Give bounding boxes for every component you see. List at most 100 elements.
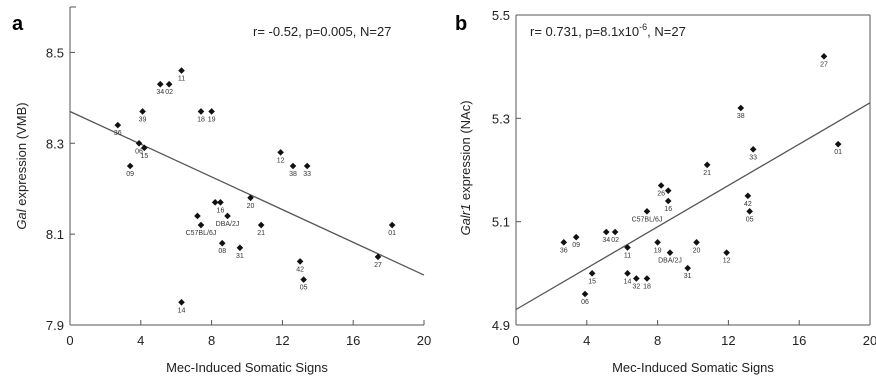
data-point-marker [633,275,640,282]
data-point-marker [178,298,185,306]
data-point-label: 36 [560,247,568,254]
data-point-marker [217,199,224,206]
data-point-marker [744,192,752,200]
data-point-label: 06 [581,299,589,306]
x-tick-label: 0 [66,333,73,348]
x-tick-label: 20 [863,333,876,348]
data-point-marker [657,182,665,189]
data-point-marker [211,199,219,206]
data-point-marker [114,121,122,129]
data-point-label: 14 [624,278,632,285]
data-point-marker [624,270,631,277]
x-tick-label: 20 [417,333,431,348]
panel-b-stats-prefix: r= 0.731, p=8.1x10 [530,24,639,39]
x-tick-label: 8 [208,333,215,348]
data-point-label: 09 [572,242,580,249]
panel-b-stats-suffix: , N=27 [647,24,686,39]
panel-b-scatter-plot: b 0 4 8 12 16 20 4.9 5.1 5.3 5.5 36 09 06 15 34 02 11 1… [455,8,876,375]
data-point-marker [156,80,164,88]
data-point-label: 11 [624,253,631,260]
data-point-marker [289,162,297,170]
data-point-marker [374,253,382,261]
data-point-marker [197,221,205,229]
data-point-label: 36 [114,130,122,137]
data-point-marker [684,264,691,272]
data-point-marker [664,197,672,205]
x-tick-label: 0 [512,333,519,348]
data-point-marker [247,194,254,202]
panel-b-letter: b [455,13,467,35]
data-point-label: 06 [135,148,143,155]
data-point-label: 42 [744,201,752,208]
data-point-marker [746,208,753,215]
data-point-label: 18 [197,116,205,123]
data-point-label: 08 [218,248,226,255]
panel-a-x-ticks: 0 4 8 12 16 20 [66,320,431,348]
data-point-marker [218,239,226,247]
data-point-label: 31 [236,253,244,260]
data-point-label: 27 [820,61,828,68]
data-point-label: 19 [654,247,662,254]
data-point-label: 21 [257,230,265,237]
y-tick-label: 8.3 [46,136,64,151]
panel-a-regression-line [69,110,425,276]
data-point-label: 26 [657,191,665,198]
data-point-label: 34 [156,89,164,96]
data-point-marker [723,249,730,256]
data-point-marker [257,221,265,229]
panel-a-letter: a [12,13,24,35]
data-point-marker [139,108,146,115]
data-point-label: 05 [300,285,308,292]
data-point-marker [737,104,745,112]
data-point-marker [277,149,284,156]
data-point-marker [141,144,148,152]
data-point-marker [126,162,134,170]
data-point-marker [296,258,304,265]
data-point-marker [703,161,711,169]
data-point-label: 27 [374,262,382,269]
panel-a-x-axis-title: Mec-Induced Somatic Signs [166,360,328,375]
data-point-label: 14 [178,307,186,314]
data-point-marker [654,239,661,246]
data-point-marker [208,108,215,115]
x-tick-label: 16 [792,333,806,348]
y-tick-label: 5.5 [492,8,510,23]
data-point-label: 12 [723,258,731,265]
data-point-marker [572,233,580,241]
data-point-marker [581,290,589,298]
panel-b-regression-line [515,102,871,311]
data-point-label: 02 [165,89,173,96]
y-tick-label: 7.9 [46,318,64,333]
data-point-marker [224,212,231,220]
data-point-label: 38 [289,171,297,178]
panel-a-y-axis-title: Gal expression (VMB) [14,102,29,229]
data-point-label: 16 [664,206,672,213]
data-point-label: 38 [737,113,745,120]
panel-b-stats-exponent: -6 [639,22,647,32]
data-point-label: 34 [602,237,610,244]
panel-b-x-axis-title: Mec-Induced Somatic Signs [612,360,774,375]
panel-a-y-axis-title-gene: Gal [14,208,29,229]
data-point-marker [643,208,651,215]
data-point-label: 19 [208,116,216,123]
data-point-marker [820,53,828,60]
data-point-marker [560,239,568,246]
data-point-label: 02 [611,237,619,244]
data-point-marker [624,244,631,251]
data-point-label: 12 [277,157,285,164]
panel-b-y-axis-title-gene: Galr1 [458,204,473,236]
data-point-marker [194,212,201,220]
x-tick-label: 12 [275,333,289,348]
panel-a-y-ticks: 7.9 8.1 8.3 8.5 [46,45,75,333]
data-point-label: DBA/2J [658,258,682,265]
data-point-marker [178,67,185,74]
data-point-marker [602,228,610,236]
data-point-marker [664,187,672,194]
data-point-marker [643,275,651,282]
data-point-label: C57BL/6J [632,216,663,223]
y-tick-label: 4.9 [492,318,510,333]
x-tick-label: 4 [137,333,144,348]
regression-line [515,102,871,311]
data-point-marker [300,276,307,283]
